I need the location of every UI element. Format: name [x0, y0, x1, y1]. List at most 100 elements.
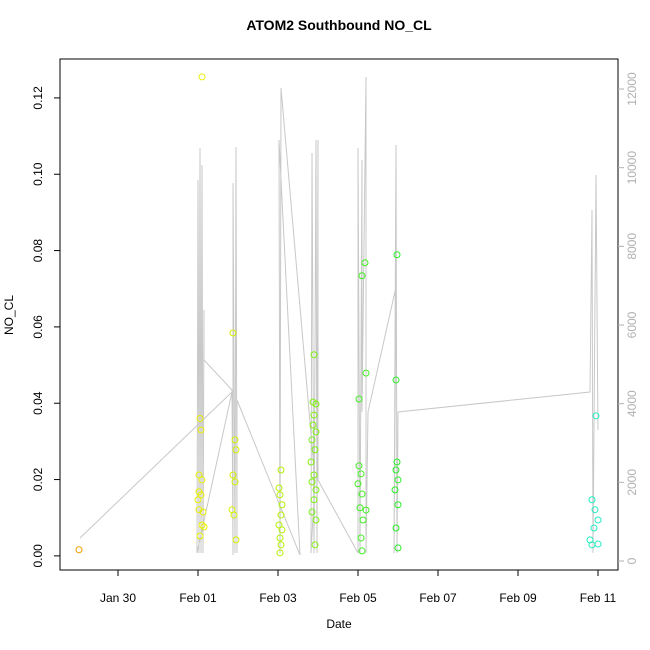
point: [278, 501, 286, 509]
point: [392, 466, 400, 474]
point: [310, 411, 318, 419]
point: [391, 486, 399, 494]
point: [361, 259, 369, 267]
x-tick-label: Feb 01: [179, 591, 217, 605]
point: [277, 511, 285, 519]
x-tick-label: Feb 03: [259, 591, 297, 605]
point: [311, 446, 319, 454]
point: [75, 546, 83, 554]
point: [394, 501, 402, 509]
y2-tick-label: 12000: [625, 72, 639, 106]
point: [275, 521, 283, 529]
point: [394, 544, 402, 552]
point: [358, 490, 366, 498]
point: [356, 504, 364, 512]
point: [392, 376, 400, 384]
plot-frame: [59, 58, 619, 571]
point: [357, 534, 365, 542]
point: [198, 521, 206, 529]
point: [355, 462, 363, 470]
point: [354, 480, 362, 488]
point: [312, 428, 320, 436]
y2-tick-label: 6000: [625, 311, 639, 338]
point: [392, 524, 400, 532]
point: [312, 516, 320, 524]
point: [195, 506, 203, 514]
y2-tick-label: 10000: [625, 151, 639, 185]
y-tick-label: 0.02: [31, 468, 45, 492]
point: [359, 516, 367, 524]
point: [308, 478, 316, 486]
point: [200, 523, 208, 531]
point: [358, 547, 366, 555]
y2-tick-label: 8000: [625, 233, 639, 260]
y-tick-label: 0.06: [31, 315, 45, 339]
x-tick-label: Jan 30: [100, 591, 136, 605]
point: [311, 541, 319, 549]
point: [357, 470, 365, 478]
point: [594, 540, 602, 548]
point: [588, 496, 596, 504]
point: [312, 486, 320, 494]
point: [393, 251, 401, 259]
chart-title: ATOM2 Southbound NO_CL: [246, 17, 432, 33]
point: [310, 496, 318, 504]
altitude-line: [79, 76, 599, 556]
point: [362, 369, 370, 377]
y2-tick-label: 0: [625, 557, 639, 564]
point: [312, 400, 320, 408]
point: [231, 436, 239, 444]
point: [276, 534, 284, 542]
point: [197, 426, 205, 434]
y-tick-label: 0.08: [31, 239, 45, 263]
point: [308, 436, 316, 444]
point: [229, 471, 237, 479]
y-axis-label: NO_CL: [2, 295, 16, 335]
point: [277, 466, 285, 474]
y2-tick-label: 2000: [625, 469, 639, 496]
point: [308, 508, 316, 516]
point: [196, 414, 204, 422]
point: [393, 458, 401, 466]
x-axis-label: Date: [326, 617, 352, 631]
y2-tick-label: 4000: [625, 390, 639, 417]
point: [394, 476, 402, 484]
point: [276, 491, 284, 499]
point: [588, 541, 596, 549]
point: [355, 395, 363, 403]
x-tick-label: Feb 05: [339, 591, 377, 605]
point: [199, 508, 207, 516]
point: [309, 421, 317, 429]
point: [275, 484, 283, 492]
point: [592, 412, 600, 420]
point: [590, 524, 598, 532]
point: [591, 506, 599, 514]
x-tick-label: Feb 11: [580, 591, 617, 605]
point: [231, 478, 239, 486]
point: [276, 549, 284, 557]
point: [362, 506, 370, 514]
point: [232, 536, 240, 544]
point: [310, 351, 318, 359]
point: [194, 496, 202, 504]
y-tick-label: 0.10: [31, 162, 45, 186]
point: [230, 511, 238, 519]
y-tick-label: 0.12: [31, 86, 45, 110]
point: [277, 541, 285, 549]
point: [229, 329, 237, 337]
point: [195, 488, 203, 496]
point: [195, 471, 203, 479]
point: [307, 458, 315, 466]
x-tick-label: Feb 07: [419, 591, 457, 605]
point: [358, 272, 366, 280]
y-tick-label: 0.00: [31, 544, 45, 568]
point: [310, 471, 318, 479]
y-tick-label: 0.04: [31, 391, 45, 415]
point: [198, 476, 206, 484]
x-tick-label: Feb 09: [499, 591, 537, 605]
point: [198, 73, 206, 81]
point: [594, 516, 602, 524]
point: [278, 526, 286, 534]
point: [232, 446, 240, 454]
